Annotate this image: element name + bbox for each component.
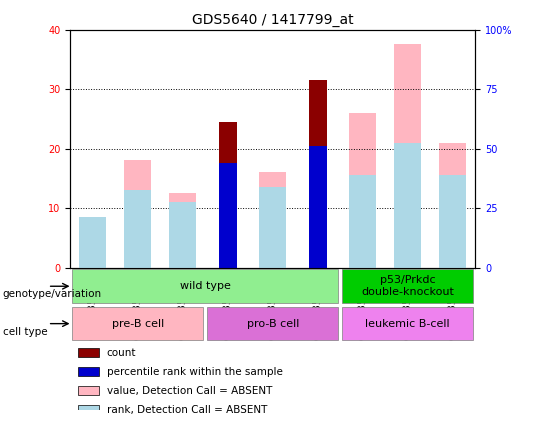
Text: pro-B cell: pro-B cell: [247, 319, 299, 329]
Bar: [79, 217, 106, 267]
Bar: [124, 160, 151, 267]
Bar: [349, 113, 376, 267]
Bar: [309, 80, 327, 267]
Bar: [169, 202, 196, 267]
Bar: [259, 187, 286, 267]
Text: percentile rank within the sample: percentile rank within the sample: [107, 367, 282, 376]
Title: GDS5640 / 1417799_at: GDS5640 / 1417799_at: [192, 13, 354, 27]
Bar: [78, 386, 98, 396]
Text: rank, Detection Call = ABSENT: rank, Detection Call = ABSENT: [107, 405, 267, 415]
FancyBboxPatch shape: [72, 307, 203, 341]
Bar: [394, 44, 421, 267]
Bar: [79, 223, 106, 267]
Text: count: count: [107, 348, 136, 357]
Text: cell type: cell type: [3, 327, 48, 337]
Bar: [309, 146, 327, 267]
Bar: [259, 173, 286, 267]
Bar: [349, 176, 376, 267]
Bar: [124, 190, 151, 267]
Bar: [219, 163, 237, 267]
Text: leukemic B-cell: leukemic B-cell: [366, 319, 450, 329]
Bar: [439, 143, 466, 267]
Text: genotype/variation: genotype/variation: [3, 289, 102, 299]
FancyBboxPatch shape: [342, 269, 473, 303]
Bar: [169, 193, 196, 267]
Text: pre-B cell: pre-B cell: [112, 319, 164, 329]
FancyBboxPatch shape: [72, 269, 338, 303]
Bar: [219, 122, 237, 267]
Bar: [78, 348, 98, 357]
Text: wild type: wild type: [180, 281, 231, 291]
Bar: [394, 143, 421, 267]
Bar: [439, 176, 466, 267]
FancyBboxPatch shape: [342, 307, 473, 341]
Text: p53/Prkdc
double-knockout: p53/Prkdc double-knockout: [361, 275, 454, 297]
Bar: [78, 367, 98, 376]
Bar: [78, 405, 98, 415]
Text: value, Detection Call = ABSENT: value, Detection Call = ABSENT: [107, 386, 272, 396]
FancyBboxPatch shape: [207, 307, 338, 341]
